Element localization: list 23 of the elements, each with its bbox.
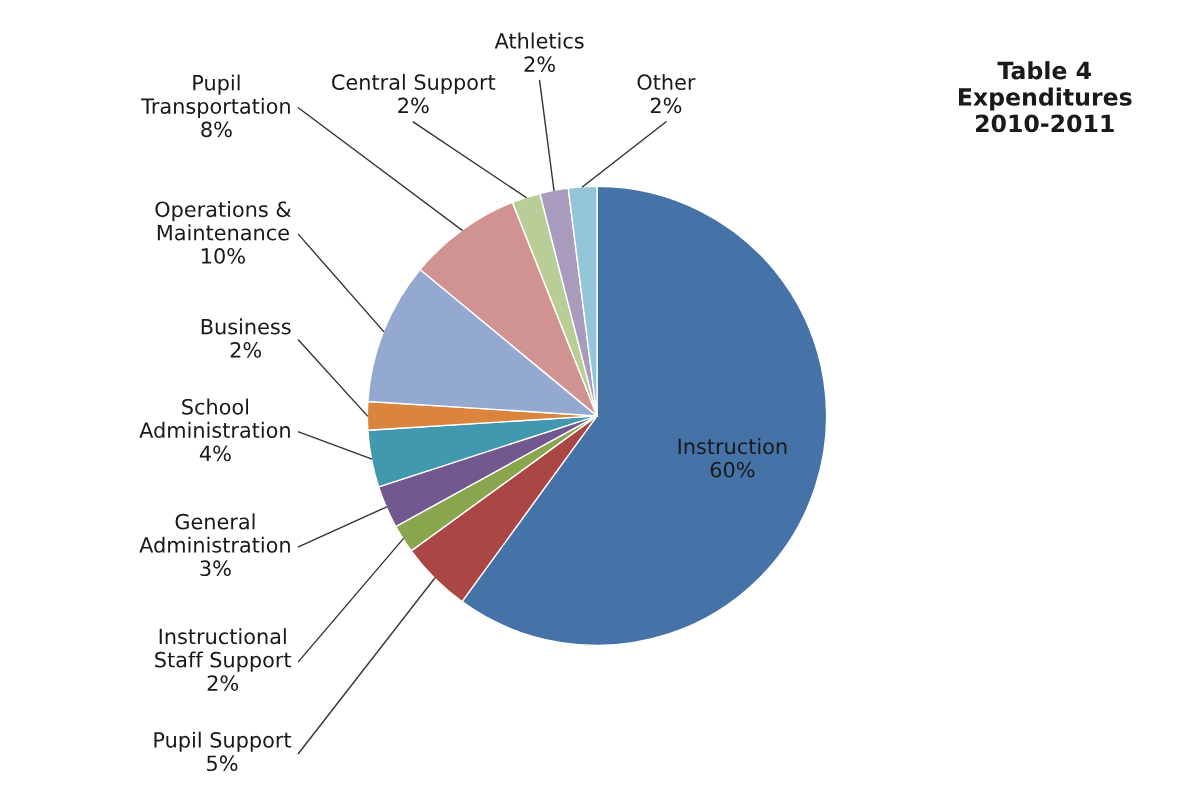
data-label: 8% <box>201 121 232 138</box>
data-label: 2% <box>230 342 262 358</box>
slice-label: Pupil Support <box>154 731 292 752</box>
slice-label: Pupil Transportation <box>141 74 290 118</box>
data-label: 4% <box>199 445 231 462</box>
slice-label: Instruction <box>678 438 787 455</box>
data-label: 5% <box>207 755 238 772</box>
data-label: 2% <box>207 675 239 691</box>
data-label: 10% <box>202 248 245 264</box>
data-label: 2% <box>398 97 429 114</box>
slice-label: Instructional Staff Support <box>155 628 292 672</box>
slice-label: General Administration <box>139 513 290 553</box>
data-label: 2% <box>524 56 555 72</box>
slice-label: Business <box>201 318 291 335</box>
data-label: 3% <box>200 560 231 577</box>
slice-label: School Administration <box>139 398 290 438</box>
slice-label: Other <box>637 73 696 90</box>
slice-label: Operations & Maintenance <box>155 201 291 241</box>
text: Table 4 Expenditures 2010-2011 <box>958 61 1132 133</box>
data-label: 2% <box>650 97 682 114</box>
slice-label: Athletics <box>494 32 584 49</box>
data-label: 60% <box>710 461 755 478</box>
slice-label: Central Support <box>332 73 496 95</box>
